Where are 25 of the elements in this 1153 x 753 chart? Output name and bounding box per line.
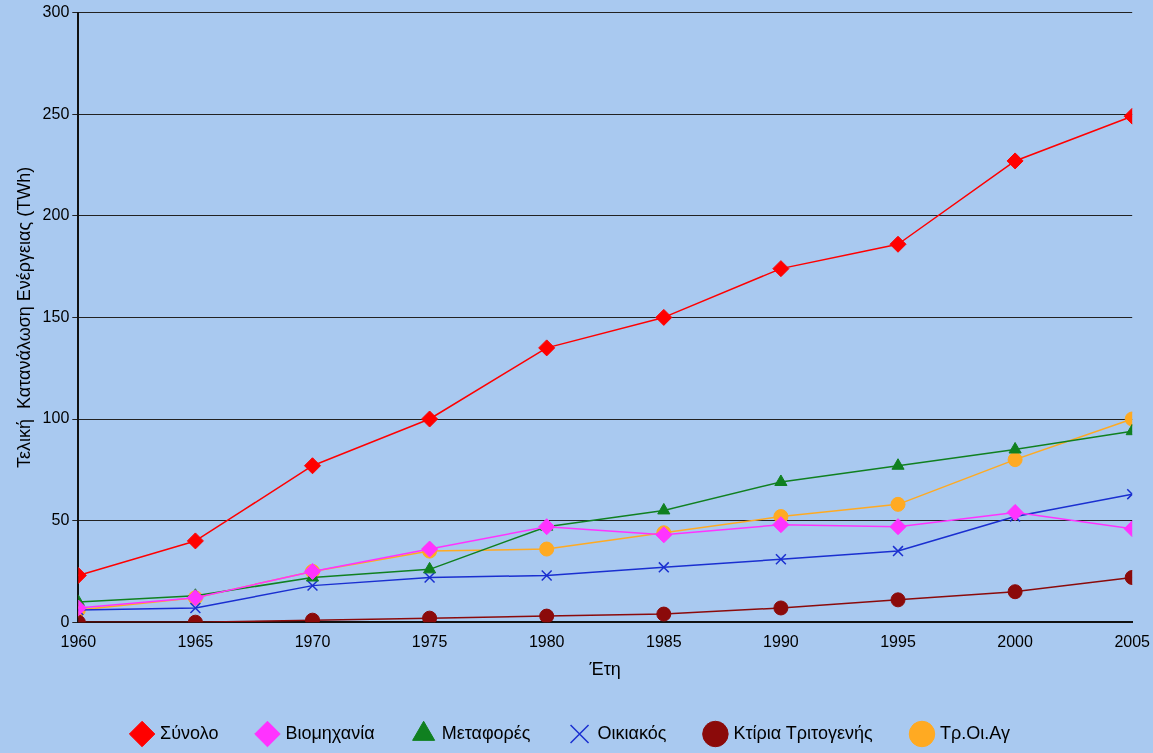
x-tick-label: 1985 [646, 633, 682, 651]
x-tick-label: 1995 [880, 633, 916, 651]
y-tick-label: 200 [42, 206, 70, 224]
x-tick-label: 1960 [60, 633, 97, 651]
y-tick-label: 250 [42, 104, 70, 122]
y-tick-label: 0 [60, 612, 70, 630]
legend-label: Μεταφορές [441, 722, 531, 743]
legend-label: Τρ.Οι.Αγ [939, 722, 1010, 743]
x-axis-title: Έτη [588, 659, 621, 680]
legend-label: Οικιακός [597, 722, 667, 743]
x-tick-label: 1970 [294, 633, 331, 651]
x-tick-label: 1975 [411, 633, 448, 651]
x-tick-label: 1965 [177, 633, 214, 651]
legend-label: Βιομηχανία [285, 722, 375, 743]
x-tick-label: 2000 [997, 633, 1033, 651]
y-tick-label: 50 [51, 511, 70, 529]
x-tick-label: 1980 [528, 633, 565, 651]
x-tick-label: 1990 [763, 633, 799, 651]
y-axis-title: Τελική Κατανάλωση Ενέργειας (TWh) [13, 166, 34, 468]
y-tick-label: 150 [42, 307, 70, 325]
legend-label: Σύνολο [160, 722, 219, 743]
legend-label: Κτίρια Τριτογενής [733, 722, 873, 743]
x-tick-label: 2005 [1114, 633, 1151, 651]
y-tick-label: 100 [42, 409, 70, 427]
y-tick-label: 300 [42, 3, 70, 21]
